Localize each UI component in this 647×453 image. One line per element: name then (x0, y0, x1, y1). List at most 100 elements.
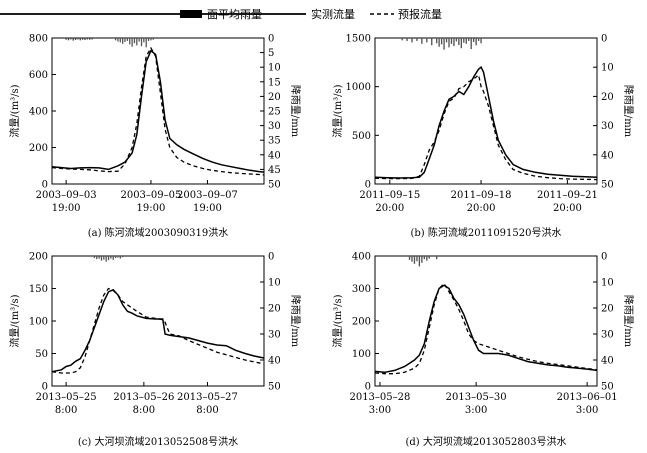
y2-axis-title: 降雨量/mm (289, 85, 302, 138)
y2-tick-label: 20 (268, 304, 281, 315)
rain-bar (401, 38, 403, 41)
rain-bar (435, 256, 438, 260)
x-tick-label: 2011–09–15 (359, 190, 420, 201)
y-tick-label: 400 (29, 107, 48, 118)
y2-tick-label: 30 (268, 330, 281, 341)
rain-bar (413, 256, 416, 264)
x-tick-label: 2011–09–18 (451, 190, 512, 201)
y2-tick-label: 0 (601, 34, 607, 45)
rain-bar (472, 38, 475, 43)
forecast-flow-line (374, 73, 598, 181)
rain-bar (416, 38, 418, 41)
y2-tick-label: 30 (268, 121, 281, 132)
y-axis-title: 流量/(m³/s) (8, 294, 21, 347)
rain-bar (138, 38, 140, 42)
rain-bar (152, 38, 154, 40)
y2-tick-label: 50 (268, 382, 281, 393)
rain-bar (453, 38, 455, 47)
y2-tick-label: 0 (601, 252, 607, 263)
rain-bar (145, 38, 147, 48)
x-tick-label: 2013–05–25 (36, 392, 97, 403)
y2-tick-label: 10 (268, 63, 281, 74)
chart-svg: 0 200 400 600 800 0 5 10 15 20 25 30 35 40 45 50 2003–09… (8, 34, 302, 240)
rain-bar (129, 38, 131, 45)
y2-tick-label: 25 (268, 107, 281, 118)
rain-bar (428, 256, 430, 259)
x-tick-label: 2003–09–07 (177, 190, 238, 201)
observed-flow-line (51, 49, 265, 173)
rain-bar (455, 38, 458, 42)
y-tick-label: 200 (29, 252, 48, 263)
rain-bar (445, 38, 448, 43)
y2-tick-label: 5 (268, 48, 274, 59)
y2-axis-title: 降雨量/mm (622, 295, 635, 348)
y-tick-label: 150 (29, 284, 48, 295)
rain-bar (458, 38, 460, 46)
rain-bar (431, 38, 433, 46)
y2-tick-label: 40 (601, 356, 614, 367)
rain-bar (114, 38, 117, 41)
rain-bar (443, 38, 445, 50)
y2-tick-label: 30 (601, 121, 614, 132)
y-axis-title: 流量/(m³/s) (8, 84, 21, 137)
x-tick-label: 8:00 (55, 405, 77, 416)
rain-bar (406, 38, 408, 41)
x-tick-label: 3:00 (465, 405, 487, 416)
y2-tick-label: 10 (601, 278, 614, 289)
y-tick-label: 0 (365, 180, 371, 191)
y-tick-label: 0 (42, 180, 48, 191)
y2-tick-label: 15 (268, 77, 281, 88)
rain-bar (98, 256, 100, 259)
rain-bar (84, 38, 86, 41)
rain-bar (126, 38, 129, 41)
rain-bar (147, 38, 150, 41)
chart-panel-a: 0 200 400 600 800 0 5 10 15 20 25 30 35 40 45 50 2003–09… (0, 30, 323, 240)
x-tick-label: 2013–05–30 (446, 392, 507, 403)
rain-bar (107, 256, 110, 261)
plot-frame (51, 255, 265, 387)
x-tick-label: 3:00 (576, 405, 598, 416)
y-tick-label: 400 (352, 252, 371, 263)
rain-bar (416, 256, 418, 262)
y2-tick-label: 20 (268, 92, 281, 103)
x-tick-label: 19:00 (193, 203, 222, 214)
y2-axis-title: 降雨量/mm (622, 85, 635, 138)
rain-bar (465, 38, 467, 44)
y2-axis-title: 降雨量/mm (289, 295, 302, 348)
rain-bar (426, 38, 428, 43)
chart-panel-c: 0 50 100 150 200 0 10 20 30 40 50 2013–05–25 8:00 201… (0, 244, 323, 449)
rain-bar (91, 38, 93, 40)
chart-panel-b: 0 500 1000 1500 0 10 20 30 40 50 2011–09–15 20:00 20… (323, 30, 647, 240)
forecast-flow-line (51, 46, 265, 176)
x-tick-label: 20:00 (553, 203, 582, 214)
y2-tick-label: 50 (601, 382, 614, 393)
rain-bar (408, 256, 411, 260)
y-tick-label: 200 (29, 143, 48, 154)
rain-bar (89, 38, 91, 40)
chart-panel-d: 0 100 200 300 400 0 10 20 30 40 50 2013–05–28 3:00 20… (323, 244, 647, 449)
y2-tick-label: 50 (601, 180, 614, 191)
forecast-flow-line (374, 282, 598, 375)
rain-bar (67, 38, 70, 41)
rain-bar (112, 256, 114, 260)
y2-tick-label: 40 (268, 356, 281, 367)
y-axis-title: 流量/(m³/s) (331, 84, 344, 137)
rain-bar (460, 38, 463, 49)
rain-bar (468, 38, 470, 41)
y-axis-title: 流量/(m³/s) (331, 294, 344, 347)
rain-bar (411, 256, 413, 262)
rain-bar (477, 38, 480, 41)
rain-bar (79, 38, 81, 41)
rain-bar (81, 38, 84, 40)
x-tick-label: 19:00 (137, 203, 166, 214)
rain-bar (100, 256, 103, 261)
rain-bar (77, 38, 79, 40)
y-tick-label: 1500 (346, 34, 371, 45)
rain-bar (450, 38, 453, 44)
x-tick-label: 3:00 (369, 405, 391, 416)
rain-bar (65, 38, 67, 40)
legend: 面平均雨量 实测流量 预报流量 (0, 0, 647, 30)
y-tick-label: 100 (29, 317, 48, 328)
rain-bar (463, 38, 465, 43)
rain-bar (74, 38, 77, 41)
